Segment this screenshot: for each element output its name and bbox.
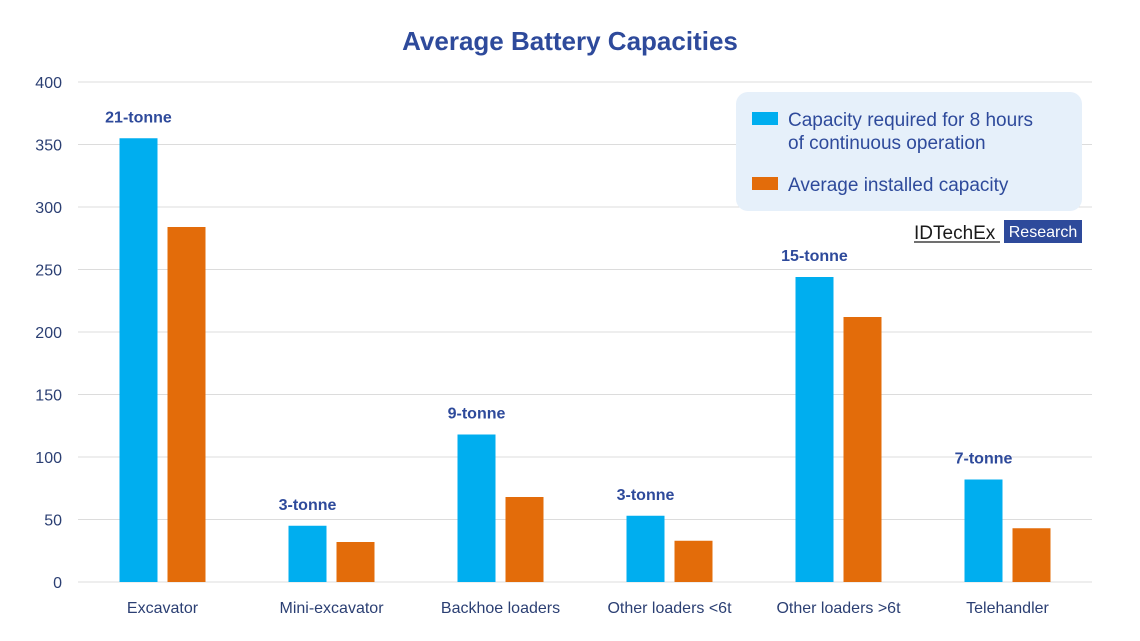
bar-annotation: 3-tonne <box>617 487 675 504</box>
gridlines <box>78 81 1092 583</box>
bar-required-3 <box>626 515 665 582</box>
y-tick-label: 400 <box>35 75 62 92</box>
x-tick-label: Excavator <box>127 600 199 617</box>
bar-annotation: 9-tonne <box>448 406 506 423</box>
logo-tag-box <box>1004 220 1082 243</box>
legend-label-series-1-line-2: of continuous operation <box>788 133 986 154</box>
x-tick-label: Mini-excavator <box>279 600 384 617</box>
y-tick-label: 50 <box>44 513 62 530</box>
chart-title: Average Battery Capacities <box>402 26 738 56</box>
x-axis-ticks: Excavator Mini-excavator Backhoe loaders Ot… <box>127 600 1050 617</box>
bar-installed-0 <box>167 227 206 582</box>
y-tick-label: 150 <box>35 388 62 405</box>
legend-label-series-2: Average installed capacity <box>788 175 1009 196</box>
bar-annotation: 3-tonne <box>279 497 337 514</box>
bar-required-1 <box>288 525 327 582</box>
legend-label-series-1-line-1: Capacity required for 8 hours <box>788 110 1033 131</box>
bar-installed-5 <box>1012 528 1051 582</box>
bar-annotation: 15-tonne <box>781 248 848 265</box>
legend-swatch-series-1 <box>752 112 778 125</box>
bar-annotation: 21-tonne <box>105 109 172 126</box>
y-tick-label: 300 <box>35 200 62 217</box>
y-tick-label: 200 <box>35 325 62 342</box>
y-axis-ticks: 0 50 100 150 200 250 300 350 400 <box>35 75 62 592</box>
legend-swatch-series-2 <box>752 177 778 190</box>
legend-box <box>736 92 1082 211</box>
y-tick-label: 350 <box>35 138 62 155</box>
x-tick-label: Other loaders >6t <box>776 600 901 617</box>
logo-brand: IDTechEx <box>914 223 996 244</box>
bar-required-4 <box>795 277 834 582</box>
x-tick-label: Telehandler <box>966 600 1049 617</box>
y-tick-label: 100 <box>35 450 62 467</box>
bars <box>119 138 1051 582</box>
x-tick-label: Other loaders <6t <box>607 600 732 617</box>
bar-required-5 <box>964 479 1003 582</box>
idtechex-logo: IDTechEx Research <box>914 220 1082 244</box>
y-tick-label: 0 <box>53 575 62 592</box>
y-tick-label: 250 <box>35 263 62 280</box>
bar-installed-1 <box>336 542 375 582</box>
bar-annotations: 21-tonne 3-tonne 9-tonne 3-tonne 15-tonne 7-t… <box>105 109 1012 514</box>
bar-required-2 <box>457 434 496 582</box>
bar-installed-3 <box>674 540 713 582</box>
bar-annotation: 7-tonne <box>955 451 1013 468</box>
legend: Capacity required for 8 hours of continu… <box>736 92 1082 211</box>
x-tick-label: Backhoe loaders <box>441 600 560 617</box>
bar-installed-4 <box>843 317 882 582</box>
bar-installed-2 <box>505 497 544 582</box>
bar-required-0 <box>119 138 158 582</box>
logo-tag: Research <box>1009 224 1077 241</box>
